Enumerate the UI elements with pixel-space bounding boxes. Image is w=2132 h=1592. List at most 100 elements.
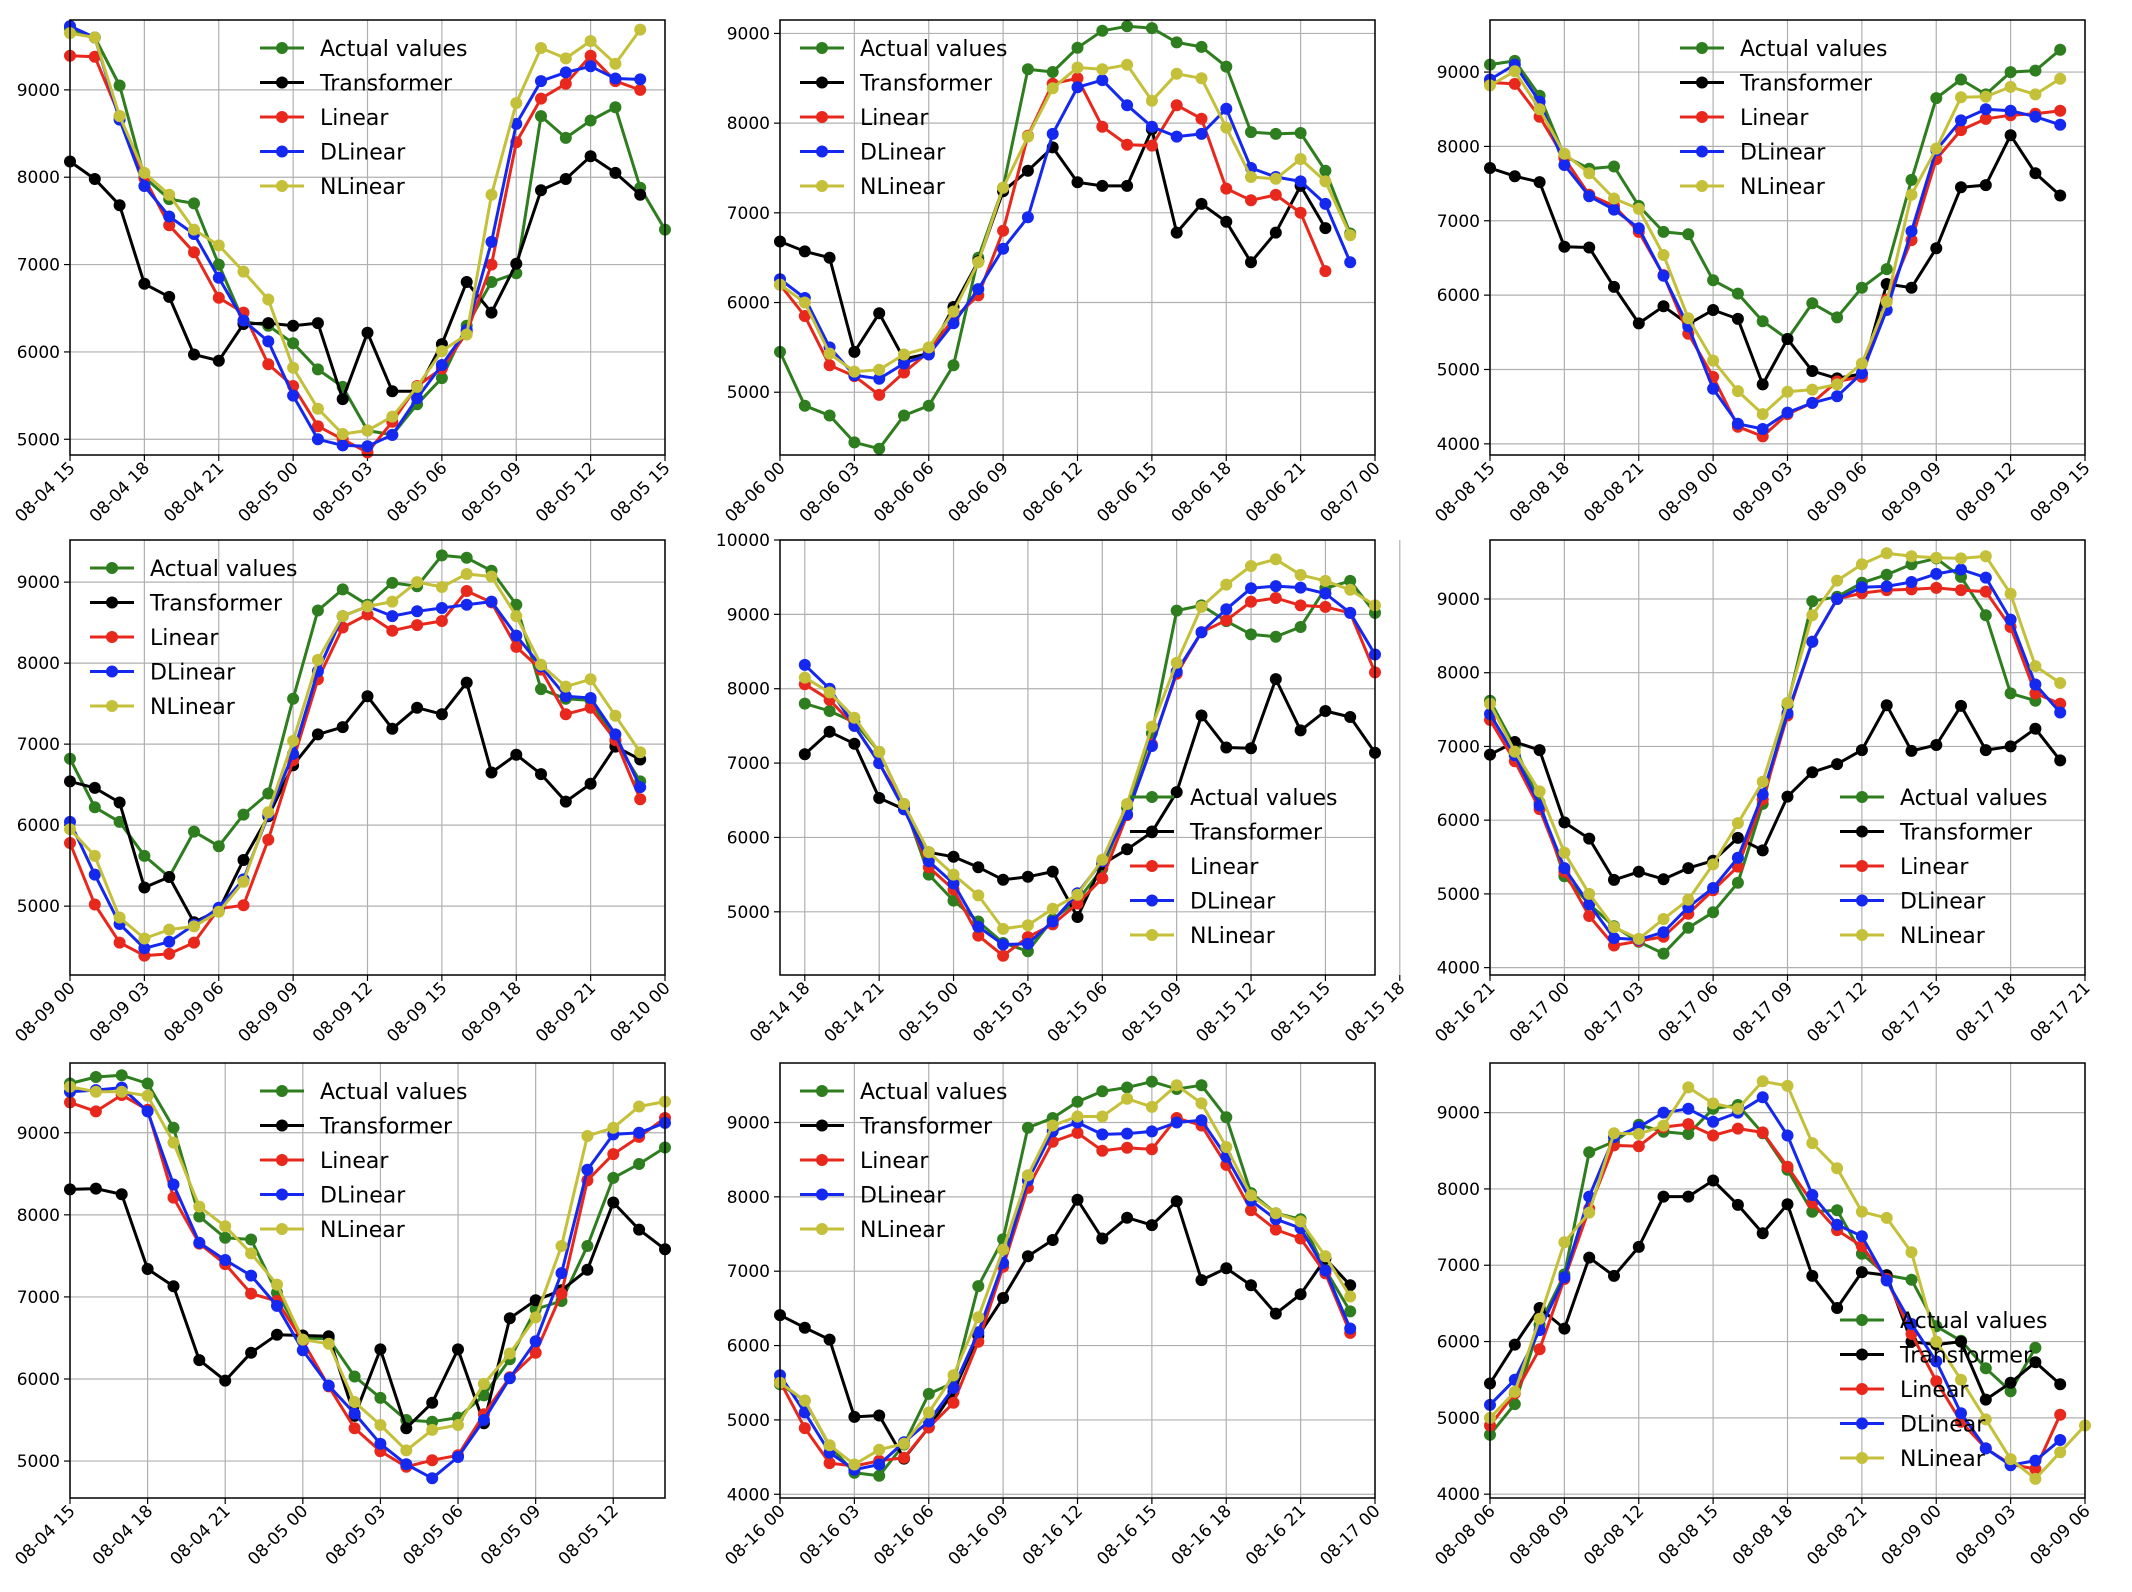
legend-label: Actual values	[1900, 1309, 2047, 1334]
data-point	[1855, 744, 1868, 757]
legend-label: NLinear	[1900, 924, 1986, 949]
data-point	[262, 787, 275, 800]
series-nlinear	[774, 1079, 1357, 1471]
data-point	[1220, 614, 1233, 627]
data-point	[336, 428, 349, 440]
data-point	[485, 595, 498, 608]
x-tick-label: 08-16 00	[721, 1501, 789, 1569]
data-point	[898, 1451, 910, 1464]
data-point	[1220, 603, 1233, 616]
data-point	[1096, 179, 1109, 192]
data-point	[1756, 1075, 1769, 1088]
y-tick-label: 7000	[727, 1262, 770, 1282]
series-transformer	[1484, 699, 2067, 886]
data-point	[1608, 932, 1620, 945]
data-point	[1905, 1318, 1918, 1330]
legend-marker	[276, 180, 288, 192]
legend-marker	[106, 631, 118, 643]
data-point	[2004, 66, 2017, 79]
data-point	[271, 1278, 283, 1291]
data-point	[386, 410, 399, 423]
data-point	[1558, 159, 1571, 171]
series-line	[69, 1086, 666, 1480]
y-tick-label: 9000	[727, 1113, 770, 1133]
legend-marker	[1146, 860, 1158, 872]
legend-label: Linear	[1190, 855, 1259, 880]
data-point	[1806, 1269, 1819, 1282]
data-point	[873, 442, 886, 455]
data-point	[2004, 1453, 2017, 1466]
x-tick-label: 08-15 09	[1118, 978, 1186, 1046]
data-point	[1930, 1355, 1943, 1368]
plot-frame	[1489, 539, 2086, 976]
data-point	[823, 725, 836, 738]
data-point	[1979, 112, 1992, 125]
legend-label: NLinear	[1900, 1447, 1986, 1472]
data-point	[2029, 1463, 2042, 1475]
data-point	[311, 363, 324, 376]
data-point	[435, 708, 448, 721]
data-point	[163, 947, 176, 960]
data-point	[1319, 600, 1332, 613]
data-point	[1245, 171, 1257, 183]
data-point	[1195, 1274, 1208, 1287]
data-point	[1170, 786, 1183, 799]
data-point	[1756, 1126, 1769, 1139]
data-point	[1583, 241, 1596, 254]
data-point	[141, 1089, 154, 1102]
legend-marker	[1856, 1314, 1868, 1326]
data-point	[485, 276, 498, 288]
data-point	[634, 746, 647, 759]
data-point	[1955, 552, 1967, 565]
plot-frame	[69, 539, 666, 976]
data-point	[1657, 1190, 1670, 1203]
data-point	[2029, 687, 2042, 700]
data-point	[400, 1422, 413, 1435]
data-point	[555, 1287, 568, 1300]
data-point	[607, 1171, 620, 1184]
data-point	[212, 291, 225, 304]
y-tick-label: 8000	[17, 654, 60, 674]
data-point	[1096, 24, 1109, 37]
data-point	[88, 801, 101, 814]
plot-frame	[69, 1062, 666, 1499]
data-point	[848, 365, 861, 378]
data-point	[798, 1422, 811, 1435]
data-point	[435, 345, 448, 358]
data-point	[1344, 229, 1357, 242]
data-point	[1319, 587, 1332, 600]
legend-label: Transformer	[859, 72, 993, 97]
data-point	[1955, 584, 1967, 597]
legend-marker	[816, 1119, 828, 1132]
data-point	[1096, 1144, 1109, 1157]
data-point	[460, 585, 473, 597]
legend-label: DLinear	[320, 141, 406, 166]
x-tick-label: 08-04 18	[89, 1501, 157, 1569]
data-point	[485, 235, 498, 248]
data-point	[2029, 678, 2042, 691]
data-point	[510, 629, 523, 642]
data-point	[400, 1458, 413, 1471]
data-point	[1855, 1230, 1868, 1243]
x-tick-label: 08-10 00	[606, 978, 674, 1046]
data-point	[1806, 609, 1819, 622]
data-point	[400, 1444, 413, 1457]
data-point	[2054, 1446, 2067, 1459]
data-point	[1170, 99, 1183, 112]
x-tick-label: 08-17 09	[1729, 978, 1797, 1046]
x-tick-label: 08-09 03	[1729, 458, 1797, 526]
data-point	[1558, 846, 1571, 859]
data-point	[1170, 1079, 1183, 1092]
data-point	[559, 680, 572, 693]
x-tick-label: 08-17 12	[1803, 978, 1871, 1046]
data-point	[823, 347, 836, 360]
x-tick-label: 08-05 00	[244, 1501, 312, 1569]
x-tick-label: 08-17 06	[1654, 978, 1722, 1046]
data-point	[1905, 188, 1918, 201]
data-point	[581, 1263, 594, 1276]
series-actual	[1484, 43, 2067, 345]
legend-marker	[276, 1085, 288, 1097]
data-point	[1955, 91, 1967, 104]
data-point	[88, 173, 101, 185]
